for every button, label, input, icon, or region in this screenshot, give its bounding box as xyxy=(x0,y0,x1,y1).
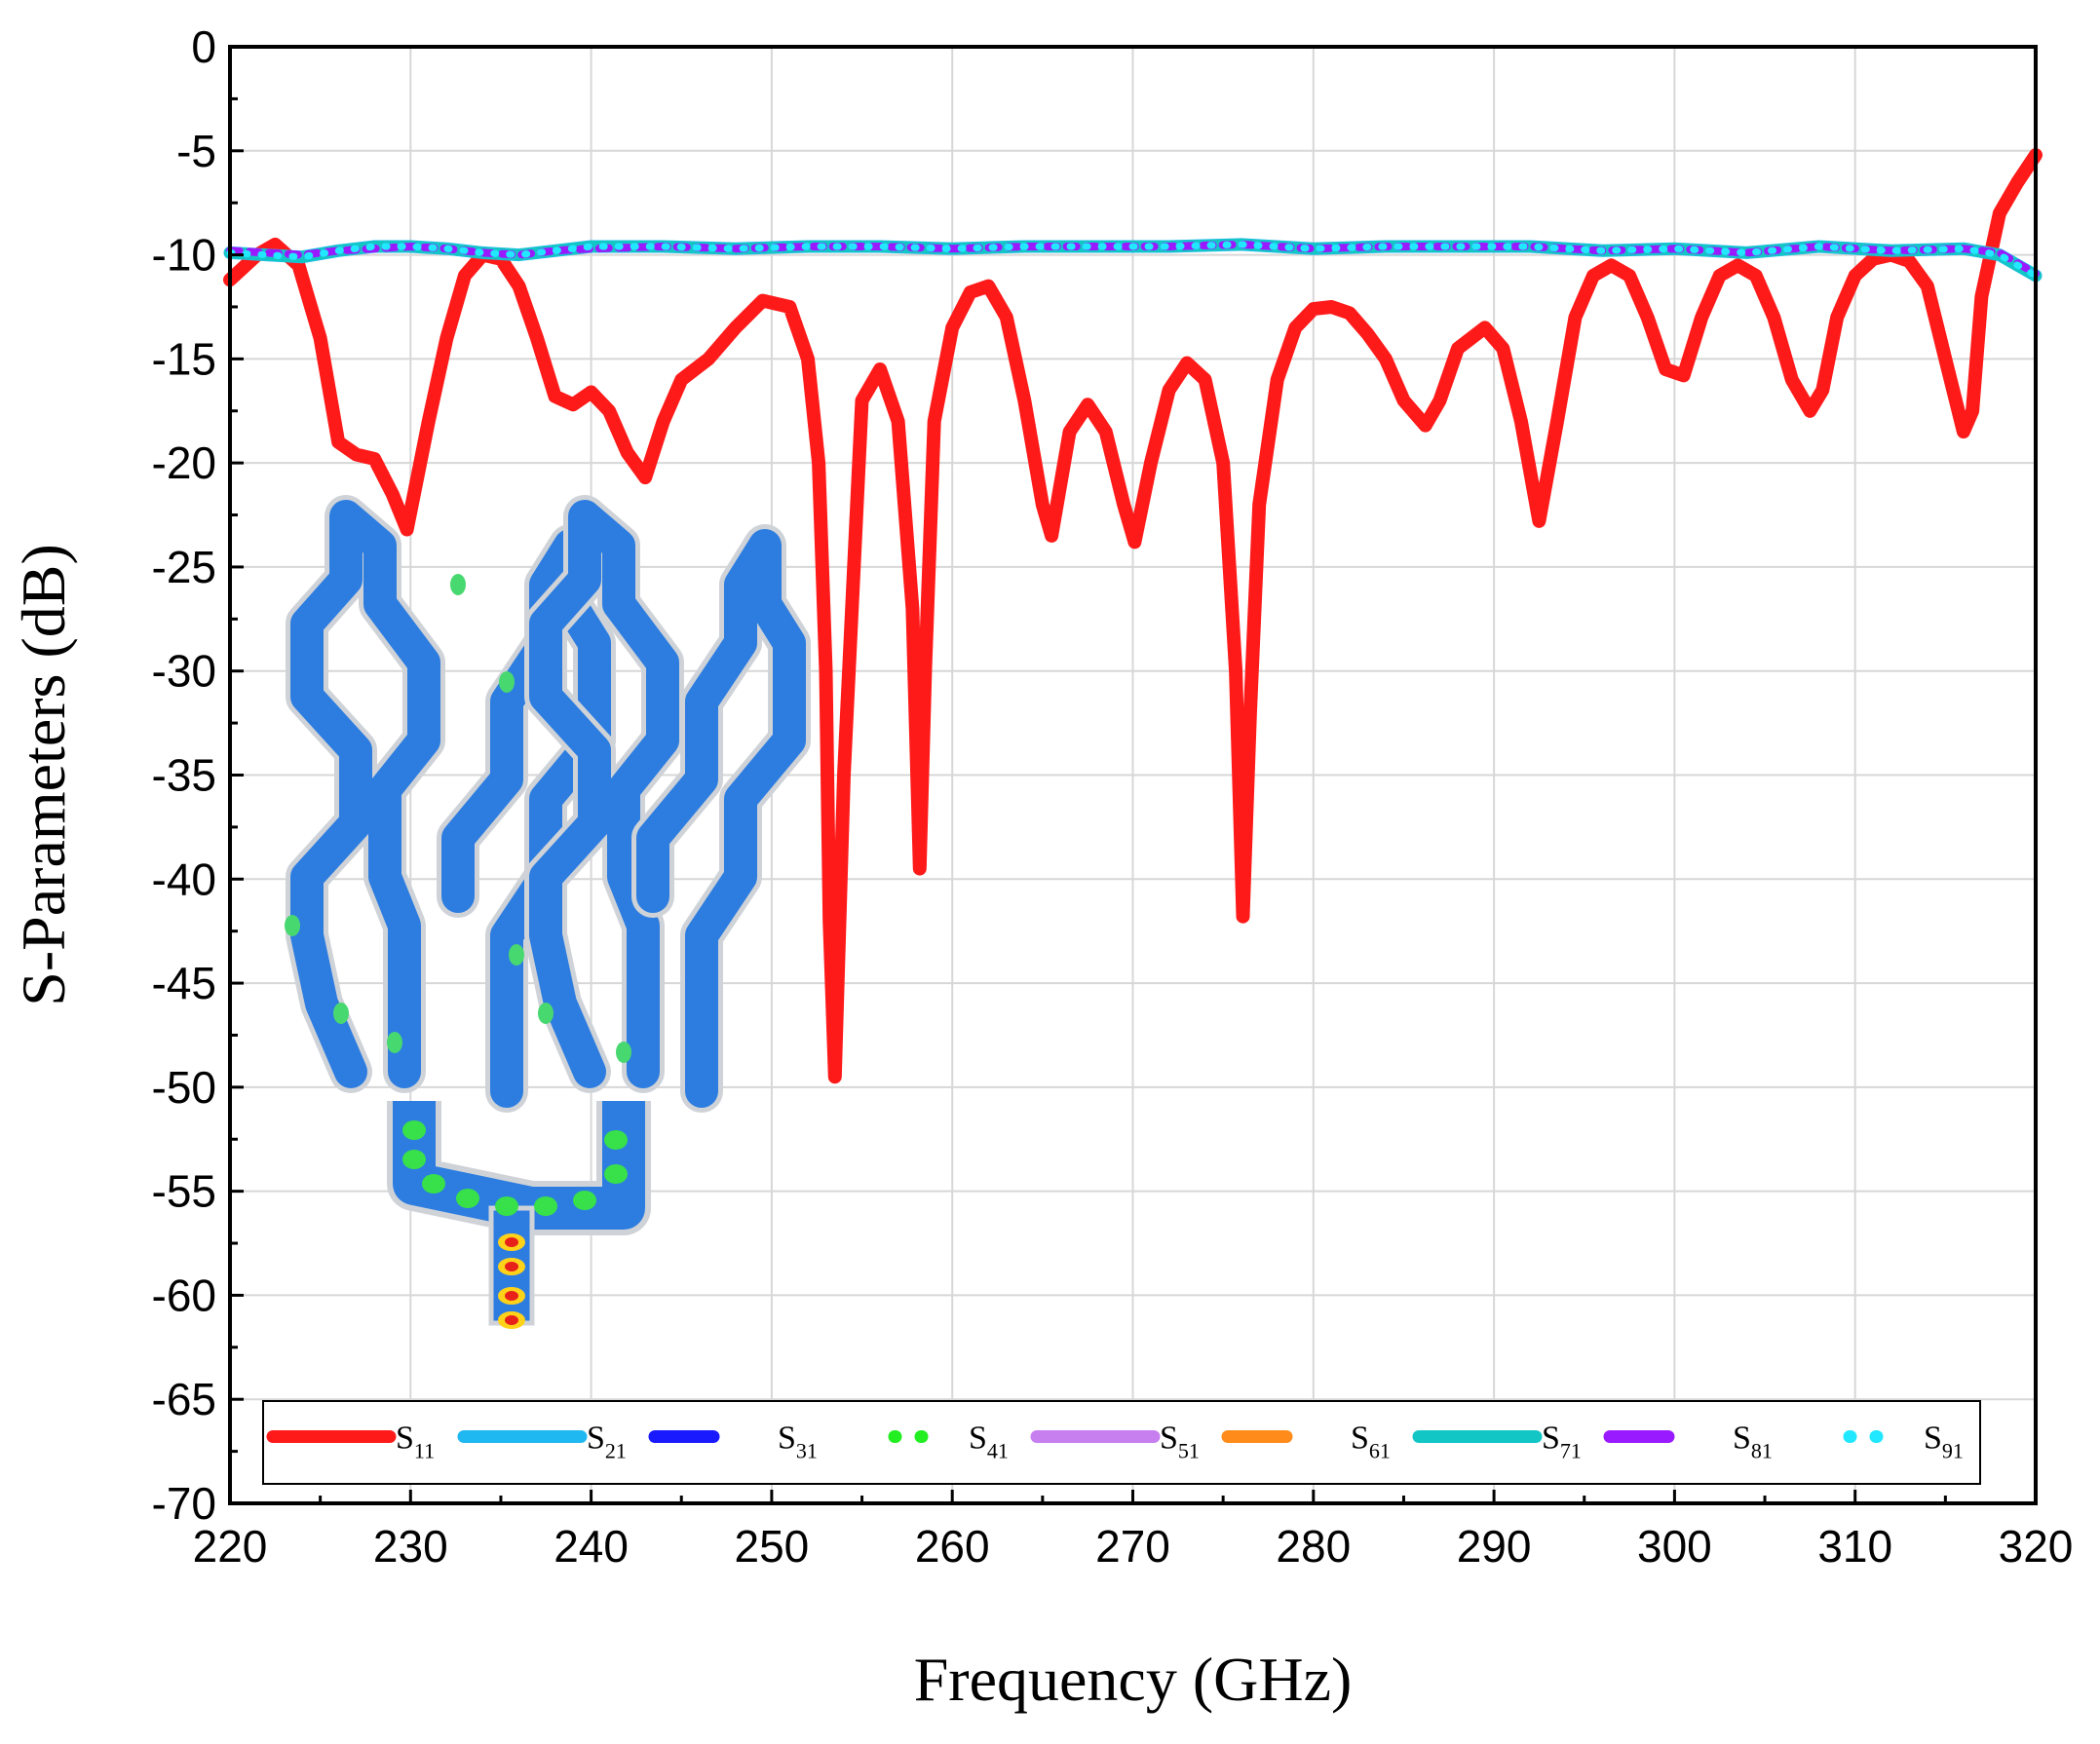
tick-labels: 220 230 240 250 260 270 280 290 300 310 320 0 -5 -10 -… xyxy=(152,21,2074,1572)
antenna-array-inset-image xyxy=(285,495,811,1329)
y-tick-label: -25 xyxy=(152,542,216,592)
y-tick-label: -15 xyxy=(152,333,216,384)
inset-hotspot xyxy=(495,1196,518,1216)
x-tick-label: 320 xyxy=(1999,1521,2074,1572)
y-tick-label: -20 xyxy=(152,437,216,488)
inset-hotspot-core xyxy=(505,1237,518,1247)
inset-hotspot xyxy=(573,1191,596,1210)
inset-hotspot xyxy=(422,1174,445,1194)
inset-hotspot xyxy=(509,944,524,966)
y-tick-label: 0 xyxy=(191,21,216,72)
inset-hotspot xyxy=(402,1150,426,1169)
x-tick-label: 260 xyxy=(915,1521,990,1572)
inset-hotspot-core xyxy=(505,1262,518,1271)
inset-hotspot xyxy=(538,1003,554,1024)
legend-label: S11 xyxy=(396,1421,435,1463)
inset-hotspot xyxy=(285,915,300,936)
x-axis-title: Frequency (GHz) xyxy=(914,1645,1353,1714)
inset-hotspot xyxy=(387,1032,402,1053)
inset-feed xyxy=(393,1101,645,1230)
y-tick-label: -65 xyxy=(152,1374,216,1424)
inset-trace xyxy=(290,500,440,1088)
y-tick-label: -40 xyxy=(152,853,216,904)
inset-hotspot-core xyxy=(505,1315,518,1325)
y-tick-label: -55 xyxy=(152,1166,216,1217)
inset-trace xyxy=(636,529,806,1108)
inset-hotspot xyxy=(604,1164,628,1184)
x-tick-label: 310 xyxy=(1817,1521,1892,1572)
y-tick-label: -50 xyxy=(152,1062,216,1113)
legend-label: S81 xyxy=(1733,1421,1773,1463)
inset-hotspot xyxy=(534,1196,557,1216)
legend-label: S61 xyxy=(1351,1421,1391,1463)
inset-trace xyxy=(529,500,679,1088)
inset-hotspot xyxy=(456,1189,479,1208)
x-tick-label: 290 xyxy=(1457,1521,1532,1572)
x-tick-label: 240 xyxy=(554,1521,629,1572)
series-lines xyxy=(223,148,2043,1084)
series-line-s91 xyxy=(226,241,2040,280)
inset-hotspot xyxy=(333,1003,349,1024)
y-axis-title: S-Parameters (dB) xyxy=(9,544,78,1006)
inset-hotspot xyxy=(499,671,515,693)
y-tick-label: -5 xyxy=(176,126,216,176)
legend-label: S31 xyxy=(778,1421,818,1463)
y-tick-label: -30 xyxy=(152,646,216,697)
inset-hotspot xyxy=(616,1042,631,1063)
x-tick-label: 280 xyxy=(1276,1521,1351,1572)
x-tick-label: 250 xyxy=(735,1521,810,1572)
inset-hotspot xyxy=(450,574,466,595)
inset-hotspot-core xyxy=(505,1291,518,1301)
x-tick-label: 220 xyxy=(193,1521,268,1572)
x-tick-label: 300 xyxy=(1637,1521,1712,1572)
inset-hotspot xyxy=(604,1130,628,1150)
legend-label: S51 xyxy=(1160,1421,1200,1463)
y-tick-label: -45 xyxy=(152,958,216,1008)
y-tick-label: -60 xyxy=(152,1270,216,1320)
y-tick-label: -70 xyxy=(152,1478,216,1529)
x-tick-label: 230 xyxy=(373,1521,448,1572)
y-tick-label: -10 xyxy=(152,230,216,281)
legend: S11 S21 S31 S41 S51 S61 S71 S81 S91 xyxy=(262,1400,1981,1485)
legend-label: S21 xyxy=(587,1421,627,1463)
legend-label: S71 xyxy=(1542,1421,1582,1463)
legend-label: S91 xyxy=(1924,1421,1964,1463)
axes xyxy=(228,45,2038,1505)
x-tick-label: 270 xyxy=(1095,1521,1170,1572)
series-line-s11 xyxy=(223,148,2043,1084)
y-tick-label: -35 xyxy=(152,750,216,801)
inset-hotspot xyxy=(402,1120,426,1140)
legend-label: S41 xyxy=(969,1421,1009,1463)
